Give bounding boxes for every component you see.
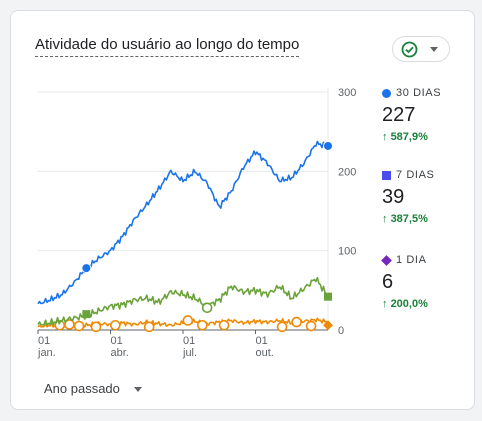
legend-value: 6 — [382, 271, 394, 293]
legend-label: 1 DIA — [396, 254, 427, 266]
legend-change: 200,0% — [390, 298, 428, 310]
data-point-marker — [90, 321, 102, 333]
data-point-marker — [182, 315, 194, 326]
arrow-up-icon: ↑ — [382, 213, 388, 225]
legend-item-7-days: 7 DIAS 39 ↑ 387,5% — [382, 169, 472, 225]
data-point-marker — [218, 319, 230, 331]
user-activity-card: Atividade do usuário ao longo do tempo 3… — [10, 10, 475, 410]
x-tick-month: abr. — [111, 347, 129, 359]
x-tick-month: jul. — [182, 347, 197, 359]
status-dropdown-button[interactable] — [392, 36, 450, 62]
x-tick-day: 01 — [183, 335, 195, 347]
x-tick-month: out. — [256, 347, 274, 359]
card-title[interactable]: Atividade do usuário ao longo do tempo — [35, 36, 300, 57]
data-point-marker — [64, 319, 75, 330]
legend-value: 227 — [382, 104, 416, 126]
period-selector[interactable]: Ano passado — [44, 381, 120, 396]
x-tick-month: jan. — [37, 347, 56, 359]
y-tick-label: 300 — [338, 87, 356, 99]
data-point-marker — [276, 321, 288, 333]
series-line — [37, 276, 329, 326]
caret-down-icon — [430, 47, 438, 52]
data-point-marker — [197, 319, 208, 331]
legend-value: 39 — [382, 186, 405, 208]
legend-label: 30 DIAS — [396, 87, 442, 99]
legend-change: 387,5% — [390, 213, 428, 225]
x-tick-day: 01 — [111, 335, 123, 347]
x-tick-day: 01 — [256, 335, 268, 347]
caret-down-icon[interactable] — [134, 387, 142, 392]
series-line — [37, 140, 329, 305]
legend-item-30-days: 30 DIAS 227 ↑ 587,9% — [382, 87, 472, 143]
y-tick-label: 200 — [338, 166, 356, 178]
data-point-marker — [324, 292, 332, 301]
data-point-marker — [110, 319, 121, 331]
y-tick-label: 100 — [338, 246, 356, 258]
data-point-marker — [82, 310, 91, 319]
arrow-up-icon: ↑ — [382, 298, 388, 310]
data-point-marker — [323, 140, 333, 151]
legend-circle-marker — [382, 88, 391, 98]
legend-square-marker — [382, 170, 391, 180]
y-tick-label: 0 — [338, 325, 344, 337]
check-circle-icon — [401, 41, 418, 63]
legend-label: 7 DIAS — [396, 169, 435, 181]
data-point-marker — [73, 320, 85, 332]
data-point-marker — [201, 302, 213, 314]
data-point-marker — [291, 316, 302, 328]
data-point-marker — [143, 321, 155, 333]
arrow-up-icon: ↑ — [382, 131, 388, 143]
legend-change: 587,9% — [390, 131, 428, 143]
data-point-marker — [305, 320, 317, 332]
series-line — [37, 317, 329, 329]
data-point-marker — [323, 320, 333, 331]
legend-item-1-day: 1 DIA 6 ↑ 200,0% — [381, 254, 472, 310]
x-tick-day: 01 — [38, 335, 50, 347]
data-point-marker — [81, 263, 92, 274]
